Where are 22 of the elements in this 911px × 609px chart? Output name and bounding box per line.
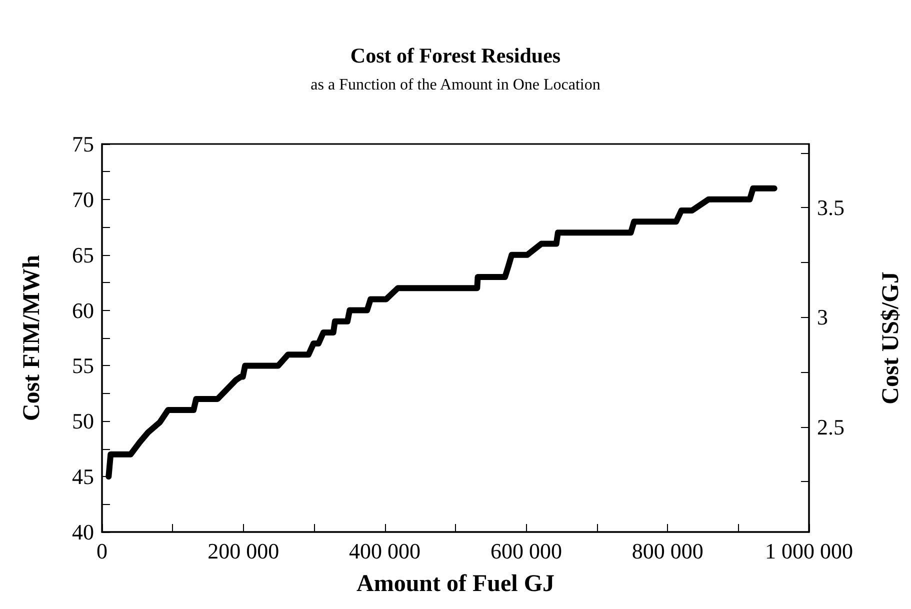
chart-subtitle: as a Function of the Amount in One Location: [310, 76, 600, 94]
y-tick-label: 75: [72, 132, 94, 156]
x-tick-label: 800 000: [632, 538, 704, 564]
x-axis-title: Amount of Fuel GJ: [356, 571, 554, 597]
y2-tick-label: 3.5: [817, 195, 844, 220]
y-tick-label: 70: [72, 186, 94, 212]
y-tick-label: 45: [72, 464, 94, 490]
y-tick-label: 60: [72, 298, 94, 323]
x-tick-label: 600 000: [490, 538, 562, 564]
y2-tick-label: 2.5: [817, 414, 844, 440]
x-tick-label: 400 000: [349, 538, 421, 564]
y2-axis-title: Cost US$/GJ: [878, 272, 904, 404]
y-tick-label: 65: [72, 242, 94, 268]
y-tick-label: 50: [72, 408, 94, 434]
x-tick-label: 0: [96, 538, 108, 564]
y-tick-label: 55: [72, 353, 94, 378]
y-tick-label: 40: [72, 520, 94, 544]
x-tick-label: 1 000 000: [765, 538, 853, 564]
x-tick-label: 200 000: [208, 538, 280, 564]
y2-tick-label: 3: [817, 304, 828, 330]
y-axis-title: Cost FIM/MWh: [19, 255, 45, 421]
chart-title: Cost of Forest Residues: [350, 44, 561, 68]
